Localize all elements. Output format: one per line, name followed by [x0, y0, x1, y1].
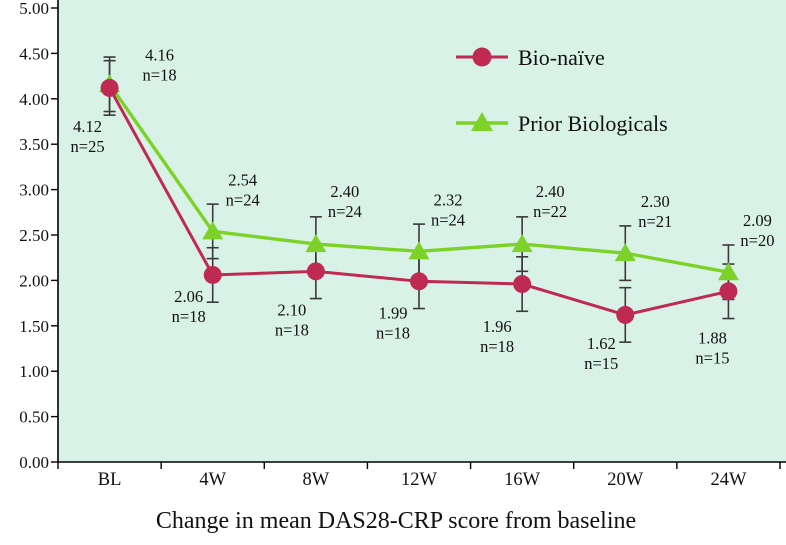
point-n-label: n=18 [275, 320, 309, 339]
plot-area [58, 0, 786, 462]
point-n-label: n=18 [143, 65, 177, 84]
point-n-label: n=15 [695, 348, 729, 367]
point-n-label: n=18 [376, 323, 410, 342]
y-axis-tick-label: 4.00 [19, 90, 49, 109]
circle-marker-icon [203, 265, 222, 284]
triangle-marker-icon [305, 234, 327, 253]
point-value-label: 2.06 [174, 287, 203, 306]
circle-marker-icon [616, 305, 635, 324]
chart-title: Change in mean DAS28-CRP score from base… [156, 508, 636, 534]
point-n-label: n=24 [431, 210, 465, 229]
point-value-label: 2.32 [434, 190, 463, 209]
legend-label-bio-naive: Bio-naïve [518, 45, 605, 70]
point-n-label: n=20 [740, 231, 774, 250]
triangle-marker-icon [614, 243, 636, 262]
x-axis-tick-label: BL [98, 470, 122, 490]
point-value-label: 1.96 [483, 317, 512, 336]
triangle-marker-icon [408, 241, 430, 260]
point-value-label: 2.54 [228, 170, 257, 189]
x-axis-tick-label: 16W [504, 470, 541, 490]
point-n-label: n=24 [226, 190, 260, 209]
y-axis-tick-label: 0.00 [19, 453, 49, 472]
circle-marker-icon [472, 47, 492, 67]
legend-item-bio-naive: Bio-naïve [456, 45, 605, 70]
point-value-label: 1.88 [698, 328, 727, 347]
circle-marker-icon [306, 262, 325, 281]
point-n-label: n=25 [71, 137, 105, 156]
y-axis-tick-label: 2.00 [19, 271, 49, 290]
circle-marker-icon [410, 272, 428, 291]
point-value-label: 4.12 [73, 117, 102, 136]
point-n-label: n=18 [172, 307, 206, 326]
point-value-label: 2.40 [536, 182, 565, 201]
x-axis-tick-label: 20W [607, 470, 644, 490]
data-labels-layer: 4.12n=252.06n=18 2.10n=181.99n=18 1.96n=18… [71, 45, 775, 373]
triangle-marker-icon [202, 221, 224, 240]
y-axis-tick-label: 0.50 [19, 408, 49, 427]
x-axis-tick-label: 8W [302, 470, 329, 490]
point-value-label: 2.40 [330, 182, 359, 201]
circle-marker-icon [513, 275, 532, 294]
point-value-label: 2.10 [277, 300, 306, 319]
circle-marker-icon [100, 78, 119, 97]
x-axis-tick-label: 24W [710, 470, 747, 490]
point-value-label: 1.99 [379, 303, 408, 322]
legend-item-prior-biologicals: Prior Biologicals [456, 111, 668, 136]
triangle-marker-icon [471, 112, 493, 131]
point-n-label: n=24 [328, 202, 362, 221]
y-axis-tick-label: 3.00 [19, 181, 49, 200]
legend: Bio-naïve Prior Biologicals [456, 45, 668, 136]
x-axis-tick-label: 4W [199, 470, 226, 490]
y-axis-tick-label: 3.50 [19, 135, 49, 154]
point-n-label: n=21 [638, 212, 672, 231]
legend-label-prior-biologicals: Prior Biologicals [518, 111, 668, 136]
y-axis-tick-label: 5.00 [19, 0, 49, 18]
triangle-marker-icon [511, 234, 533, 253]
series-layer [99, 56, 739, 343]
y-axis-tick-label: 4.50 [19, 44, 49, 63]
triangle-marker-icon [717, 262, 739, 281]
point-n-label: n=15 [584, 354, 618, 373]
y-axis-tick-label: 1.00 [19, 362, 49, 381]
circle-marker-icon [719, 282, 738, 301]
x-axis-tick-label: 12W [401, 470, 438, 490]
point-value-label: 2.09 [743, 211, 772, 230]
axes: 5.00 4.50 4.00 3.50 3.00 2.50 2.00 1.50 1.00 0.50… [19, 0, 786, 490]
point-value-label: 1.62 [587, 334, 616, 353]
point-value-label: 4.16 [145, 45, 174, 64]
y-axis-tick-label: 1.50 [19, 317, 49, 336]
point-value-label: 2.30 [641, 192, 670, 211]
y-axis-tick-label: 2.50 [19, 226, 49, 245]
point-n-label: n=18 [480, 337, 514, 356]
point-n-label: n=22 [533, 202, 567, 221]
